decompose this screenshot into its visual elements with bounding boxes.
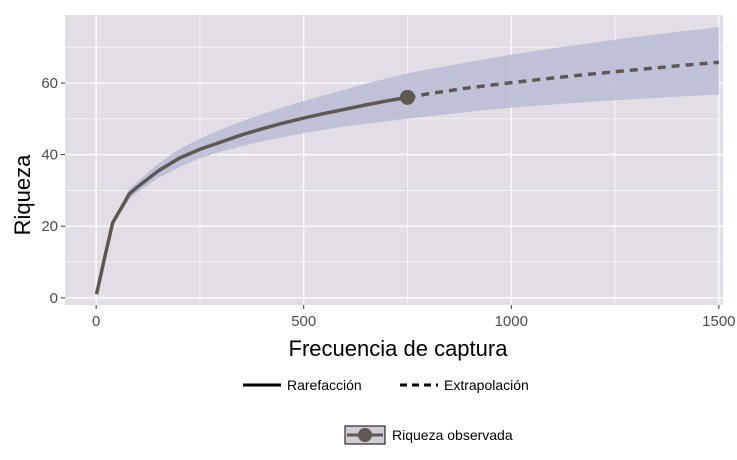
ribbon-rarefaccion [96,73,408,295]
y-axis-ticks: 0 20 40 60 [41,75,65,307]
legend-label-extrapolacion: Extrapolación [444,377,529,393]
y-tick-label: 60 [41,75,58,92]
x-tick-label: 0 [92,313,100,330]
observed-points [399,89,415,105]
series-lines [94,60,719,295]
y-tick-label: 40 [41,147,58,164]
x-axis-ticks: 0 500 1000 1500 [92,305,736,330]
legend-label-rarefaccion: Rarefacción [287,377,362,393]
y-tick-label: 20 [41,218,58,235]
observed-point-marker [399,89,415,105]
legend-label-observed: Riqueza observada [392,427,513,443]
series-line-rarefaccion [94,95,408,295]
x-axis-title: Frecuencia de captura [289,336,509,361]
x-tick-label: 1500 [702,313,735,330]
confidence-ribbons [96,27,719,295]
legend-key-observed-point [358,428,372,442]
series-line-extrapolacion [407,60,719,100]
x-tick-label: 500 [291,313,316,330]
y-axis-title: Riqueza [10,154,35,235]
ribbon-extrapolacion [407,27,719,119]
y-tick-label: 0 [50,290,58,307]
legend: Rarefacción Extrapolación Riqueza observ… [243,377,529,445]
x-tick-label: 1000 [495,313,528,330]
